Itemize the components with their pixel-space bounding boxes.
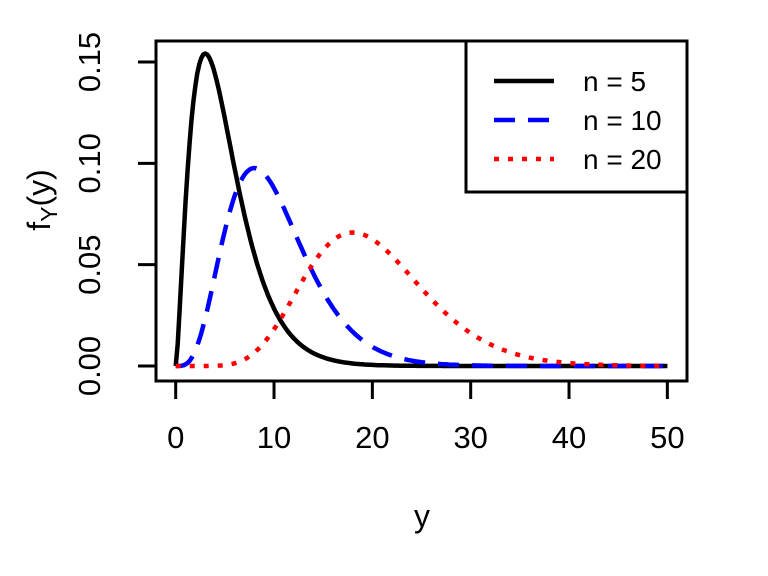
y-tick-label: 0.05 [72,234,107,294]
y-axis-title: fY(y) [21,169,62,231]
x-axis-title: y [414,498,430,534]
legend-label-n10: n = 10 [583,105,662,136]
y-axis-title-rest: (y) [21,169,57,206]
curves-group [173,51,668,369]
y-axis-ticks: 0.00 0.05 0.10 0.15 [72,32,156,396]
y-tick-label: 0.00 [72,336,107,396]
y-axis-title-base: f [21,222,57,231]
legend-label-n5: n = 5 [583,66,646,97]
y-tick-label: 0.10 [72,133,107,193]
plot-frame [154,39,689,383]
x-tick-label: 0 [167,420,184,455]
x-tick-label: 40 [552,420,586,455]
legend: n = 5 n = 10 n = 20 [464,39,689,194]
x-tick-label: 50 [650,420,684,455]
y-axis-title-subscript: Y [36,207,62,222]
legend-box [464,39,689,194]
y-tick-label: 0.15 [72,32,107,92]
x-tick-label: 20 [355,420,389,455]
legend-label-n20: n = 20 [583,144,662,175]
x-tick-label: 30 [453,420,487,455]
density-curve-10 [175,165,668,369]
density-curve-20 [175,230,668,369]
x-axis-ticks: 0 10 20 30 40 50 [167,381,685,455]
x-tick-label: 10 [257,420,291,455]
